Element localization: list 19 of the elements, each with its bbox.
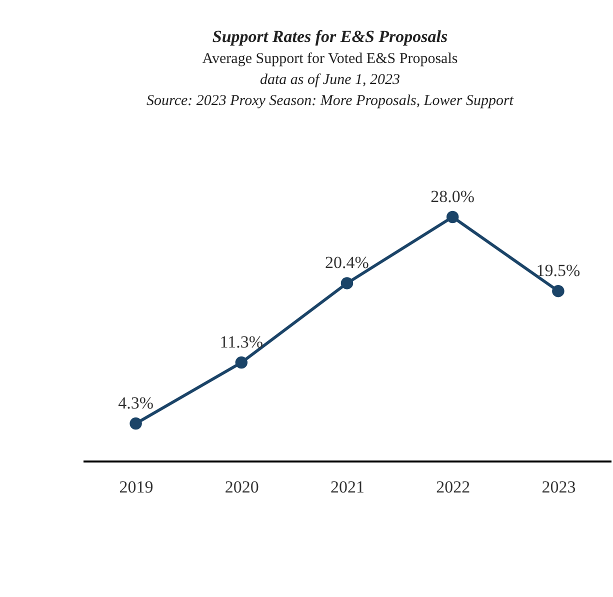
- x-tick-label: 2023: [542, 478, 576, 496]
- point: [446, 210, 459, 224]
- point: [130, 417, 142, 430]
- chart-title: Support Rates for E&S Proposals: [212, 27, 448, 46]
- data-label: 20.4%: [325, 253, 369, 272]
- data-label: 19.5%: [536, 261, 580, 280]
- x-tick-label: 2019: [119, 478, 154, 496]
- point: [340, 277, 354, 290]
- point: [235, 356, 248, 369]
- text: data as of June 1, 2023: [260, 72, 400, 88]
- source-note: Source: 2023 Proxy Season: More Proposals, Lower Support: [146, 93, 514, 109]
- x-tick-label: 2022: [436, 478, 470, 496]
- chart-subtitle: Average Support for Voted E&S Proposals: [202, 51, 458, 67]
- x-tick-label: 2020: [224, 478, 259, 496]
- x-tick-label: 2021: [330, 478, 364, 496]
- data-label: 4.3%: [118, 394, 154, 413]
- data-label: 28.0%: [430, 187, 475, 206]
- data-label: 11.3%: [220, 332, 264, 352]
- point: [552, 284, 564, 298]
